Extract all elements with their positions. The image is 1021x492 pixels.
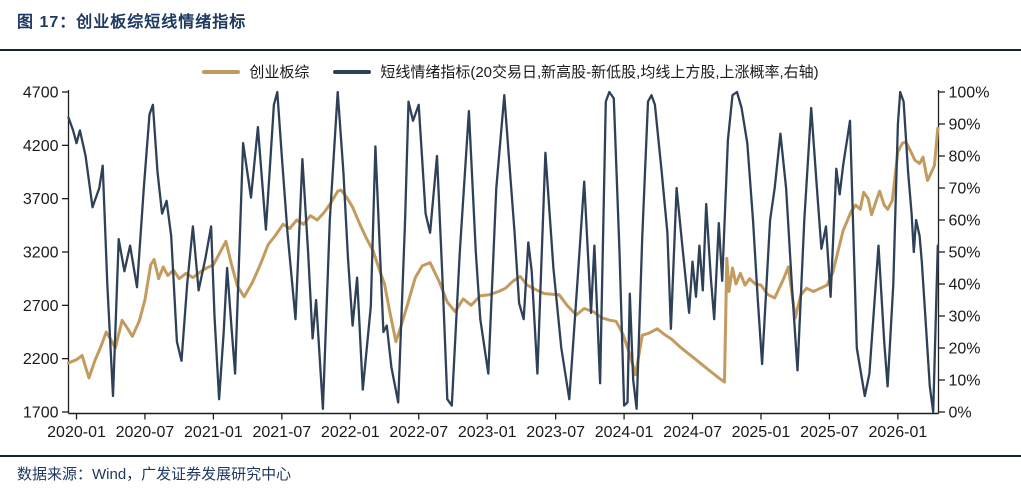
y-left-tick-label: 1700	[23, 405, 59, 422]
y-left-tick-label: 4700	[23, 85, 59, 102]
x-tick-label: 2022-07	[389, 424, 448, 441]
x-tick-label: 2023-01	[458, 424, 517, 441]
legend-item-gold: 创业板综	[202, 61, 309, 82]
y-right-tick-label: 60%	[949, 213, 981, 230]
x-tick-label: 2021-07	[252, 424, 311, 441]
x-tick-label: 2026-01	[869, 424, 928, 441]
navy-sentiment-line	[67, 90, 939, 414]
y-right-tick-label: 100%	[949, 85, 990, 102]
x-tick-label: 2025-07	[800, 424, 859, 441]
x-tick-label: 2020-07	[116, 424, 175, 441]
x-tick-label: 2024-07	[663, 424, 722, 441]
y-right-tick-label: 10%	[949, 373, 981, 390]
gold-index-line	[67, 126, 940, 384]
legend-label-gold: 创业板综	[249, 64, 310, 81]
y-right-tick-label: 50%	[949, 245, 981, 262]
x-tick-label: 2023-07	[526, 424, 585, 441]
chart-legend: 创业板综 短线情绪指标(20交易日,新高股-新低股,均线上方股,上涨概率,右轴)	[0, 61, 1021, 82]
y-left-tick-label: 2700	[23, 298, 59, 315]
data-source-note: 数据来源：Wind，广发证券发展研究中心	[17, 466, 292, 483]
y-right-tick-label: 30%	[949, 309, 981, 326]
navy-line-swatch	[333, 69, 372, 74]
figure-title: 图 17：创业板综短线情绪指标	[17, 14, 247, 31]
x-tick-label: 2021-01	[184, 424, 243, 441]
y-right-tick-label: 40%	[949, 277, 981, 294]
y-right-tick-label: 0%	[949, 405, 972, 422]
y-right-tick-label: 70%	[949, 181, 981, 198]
legend-item-navy: 短线情绪指标(20交易日,新高股-新低股,均线上方股,上涨概率,右轴)	[333, 61, 819, 82]
y-left-tick-label: 4200	[23, 138, 59, 155]
x-tick-label: 2020-01	[47, 424, 106, 441]
x-tick-label: 2025-01	[732, 424, 791, 441]
x-tick-label: 2022-01	[321, 424, 380, 441]
bottom-divider	[0, 455, 1021, 457]
gold-line-swatch	[202, 69, 241, 74]
y-left-tick-label: 2200	[23, 351, 59, 368]
top-divider	[0, 49, 1021, 51]
y-left-tick-label: 3700	[23, 191, 59, 208]
y-right-tick-label: 20%	[949, 341, 981, 358]
legend-label-navy: 短线情绪指标(20交易日,新高股-新低股,均线上方股,上涨概率,右轴)	[380, 64, 819, 81]
x-tick-label: 2024-01	[595, 424, 654, 441]
y-right-tick-label: 80%	[949, 149, 981, 166]
y-left-tick-label: 3200	[23, 245, 59, 262]
y-right-tick-label: 90%	[949, 117, 981, 134]
